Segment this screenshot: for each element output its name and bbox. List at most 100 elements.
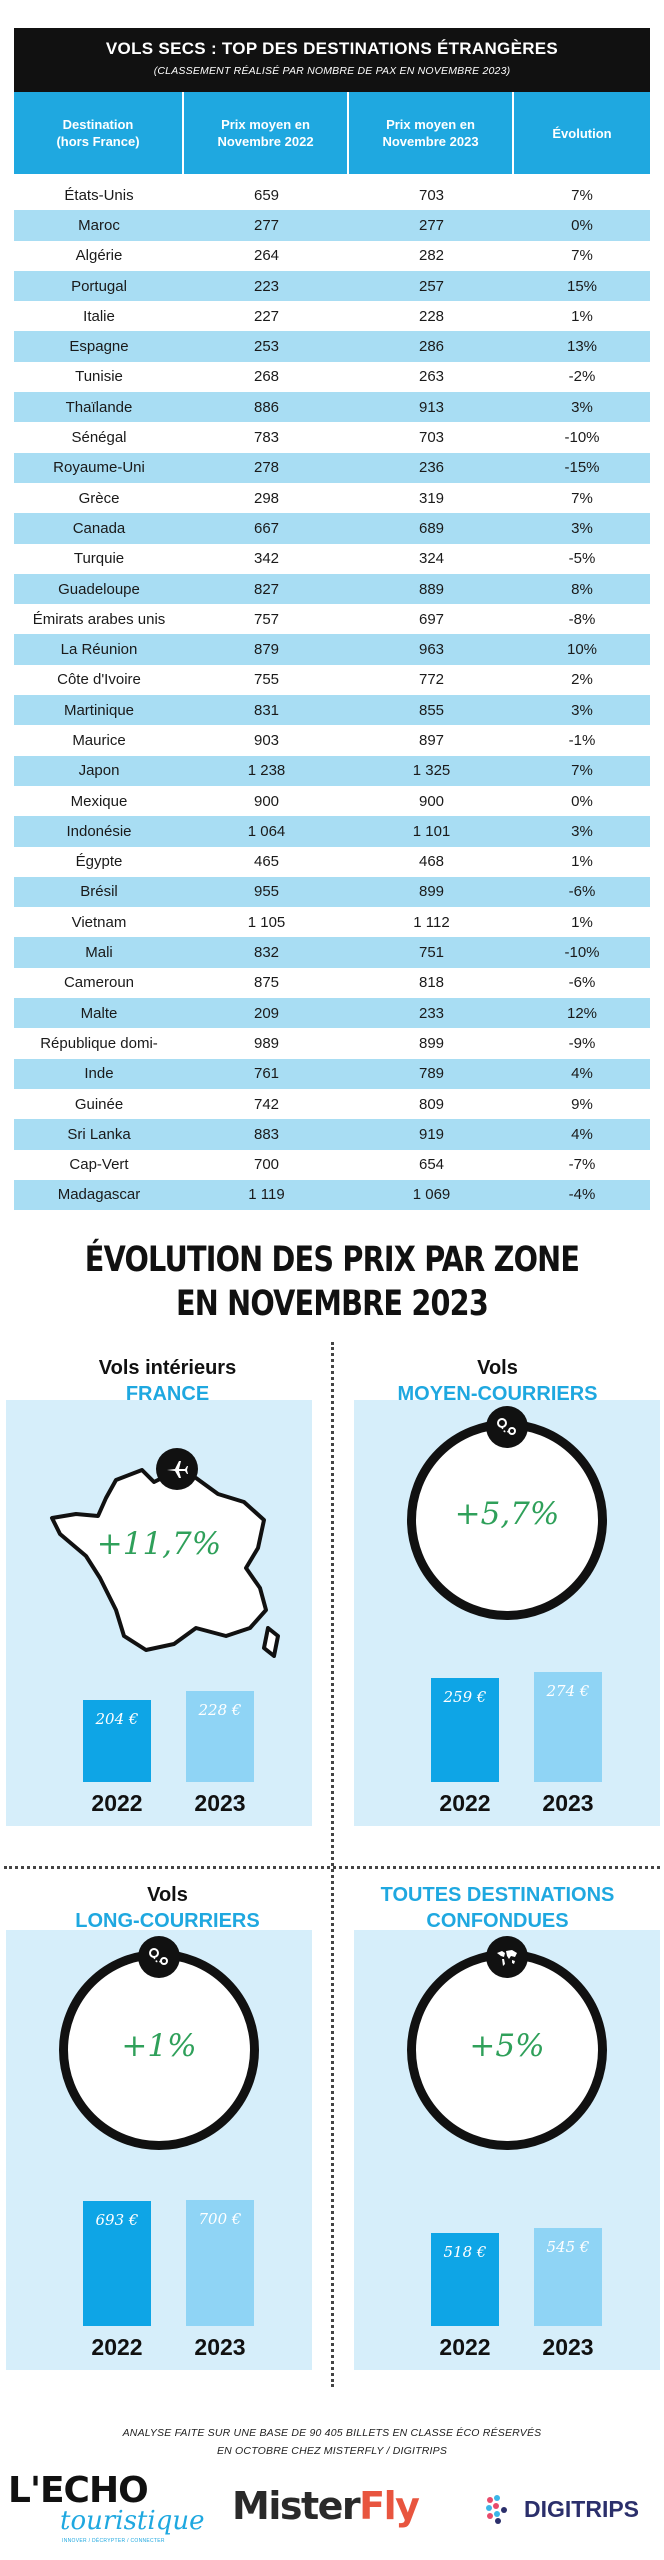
price-2023-cell: 1 325 [412, 762, 451, 780]
column-header-evolution: Évolution [552, 125, 612, 141]
destination-cell: La Réunion [60, 641, 138, 659]
destination-cell: Mexique [70, 792, 128, 810]
france-map-icon [50, 1468, 280, 1658]
destinations-table-body: États-Unis 659 703 7% Maroc 277 277 0% Algérie 26… [14, 180, 650, 1211]
year-label: 2022 [439, 2334, 491, 2360]
horizontal-dotted-divider [4, 1866, 660, 1869]
price-2022-cell: 342 [253, 550, 280, 568]
table-row: Sénégal 783 703 -10% [14, 422, 650, 452]
table-row: Turquie 342 324 -5% [14, 544, 650, 574]
price-2022-cell: 1 238 [247, 762, 286, 780]
price-2022-cell: 903 [253, 731, 280, 749]
evolution-cell: -7% [568, 1156, 596, 1174]
bar-value-label: 228 € [198, 1700, 242, 1719]
bar-2023: 700 € [186, 2200, 254, 2326]
table-row: République domi- 989 899 -9% [14, 1028, 650, 1058]
price-2022-cell: 1 064 [247, 822, 286, 840]
price-2022-cell: 755 [253, 671, 280, 689]
evolution-cell: 10% [566, 641, 598, 659]
price-2023-cell: 900 [418, 792, 445, 810]
airplane-icon [156, 1448, 198, 1490]
bar-2022: 518 € [431, 2232, 499, 2326]
evolution-cell: 3% [571, 398, 593, 416]
evolution-cell: 3% [571, 701, 593, 719]
evolution-cell: -6% [568, 883, 596, 901]
price-2023-cell: 899 [418, 883, 445, 901]
evolution-cell: 8% [571, 580, 593, 598]
price-2023-cell: 703 [418, 429, 445, 447]
evolution-cell: 13% [566, 338, 598, 356]
table-row: Madagascar 1 119 1 069 -4% [14, 1179, 650, 1211]
column-header-price-2023: Prix moyen en Novembre 2023 [349, 92, 514, 174]
destination-cell: Guinée [74, 1095, 124, 1113]
world-map-icon [486, 1936, 528, 1978]
destination-cell: Thaïlande [65, 398, 133, 416]
price-2023-cell: 236 [418, 459, 445, 477]
price-2022-cell: 465 [253, 853, 280, 871]
table-row: Tunisie 268 263 -2% [14, 362, 650, 392]
destination-cell: Tunisie [75, 368, 123, 386]
price-2022-cell: 883 [253, 1125, 280, 1143]
destination-cell: Brésil [80, 883, 118, 901]
evolution-cell: 7% [571, 489, 593, 507]
year-label: 2022 [439, 1790, 491, 1816]
zone-title-all-destinations: TOUTES DESTINATIONS CONFONDUES [380, 1884, 615, 1932]
change-percent-long-haul: +1% [121, 2028, 197, 2064]
table-row: Cap-Vert 700 654 -7% [14, 1150, 650, 1180]
table-row: Malte 209 233 12% [14, 998, 650, 1029]
price-2022-cell: 761 [253, 1065, 280, 1083]
zone-title-long-haul: Vols LONG-COURRIERS [75, 1884, 260, 1932]
zone-title-france: Vols intérieurs FRANCE [98, 1357, 237, 1405]
year-label: 2023 [542, 1790, 594, 1816]
year-label: 2023 [194, 2334, 246, 2360]
bar-value-label: 545 € [546, 2237, 590, 2256]
evolution-cell: 2% [571, 671, 593, 689]
destination-cell: Sénégal [71, 429, 127, 447]
price-2022-cell: 875 [253, 974, 280, 992]
table-row: Algérie 264 282 7% [14, 241, 650, 271]
price-2023-cell: 751 [418, 944, 445, 962]
destination-cell: Côte d'Ivoire [57, 671, 141, 689]
price-2023-cell: 789 [418, 1065, 445, 1083]
price-2022-cell: 832 [253, 944, 280, 962]
price-2022-cell: 264 [253, 247, 280, 265]
lecho-touristique-logo: L'ECHO touristique INNOVER / DÉCRYPTER /… [8, 2470, 205, 2544]
table-row: Cameroun 875 818 -6% [14, 968, 650, 998]
table-row: Brésil 955 899 -6% [14, 876, 650, 908]
price-2022-cell: 1 119 [248, 1186, 285, 1204]
year-label: 2023 [194, 1790, 246, 1816]
price-2023-cell: 897 [418, 731, 445, 749]
price-2022-cell: 667 [253, 519, 280, 537]
evolution-cell: 1% [571, 913, 593, 931]
destination-cell: Italie [83, 307, 115, 325]
table-row: Mali 832 751 -10% [14, 937, 650, 968]
bar-value-label: 204 € [95, 1710, 139, 1729]
price-2023-cell: 697 [418, 610, 445, 628]
price-2022-cell: 700 [253, 1156, 280, 1174]
table-row: La Réunion 879 963 10% [14, 634, 650, 665]
vertical-dotted-divider [331, 1342, 334, 2387]
digitrips-logo: DIGITRIPS [484, 2492, 639, 2526]
bar-value-label: 693 € [95, 2211, 139, 2230]
price-2022-cell: 886 [253, 398, 280, 416]
price-2022-cell: 757 [253, 610, 280, 628]
destination-cell: Mali [85, 944, 113, 962]
table-row: Égypte 465 468 1% [14, 847, 650, 877]
table-row: Italie 227 228 1% [14, 301, 650, 331]
table-row: Guinée 742 809 9% [14, 1089, 650, 1119]
evolution-cell: -1% [568, 731, 596, 749]
destination-cell: Portugal [71, 277, 127, 295]
price-2022-cell: 879 [253, 641, 280, 659]
price-2023-cell: 468 [418, 853, 445, 871]
table-row: États-Unis 659 703 7% [14, 180, 650, 210]
change-percent-all-destinations: +5% [469, 2028, 545, 2064]
destination-cell: Émirats arabes unis [32, 610, 166, 628]
price-2023-cell: 257 [418, 277, 445, 295]
evolution-cell: -5% [568, 550, 596, 568]
bar-2022: 259 € [431, 1678, 499, 1782]
destination-cell: Martinique [63, 701, 135, 719]
bar-2023: 545 € [534, 2227, 602, 2326]
price-2023-cell: 1 069 [412, 1186, 451, 1204]
price-2022-cell: 278 [253, 459, 280, 477]
destination-cell: Madagascar [57, 1186, 141, 1204]
